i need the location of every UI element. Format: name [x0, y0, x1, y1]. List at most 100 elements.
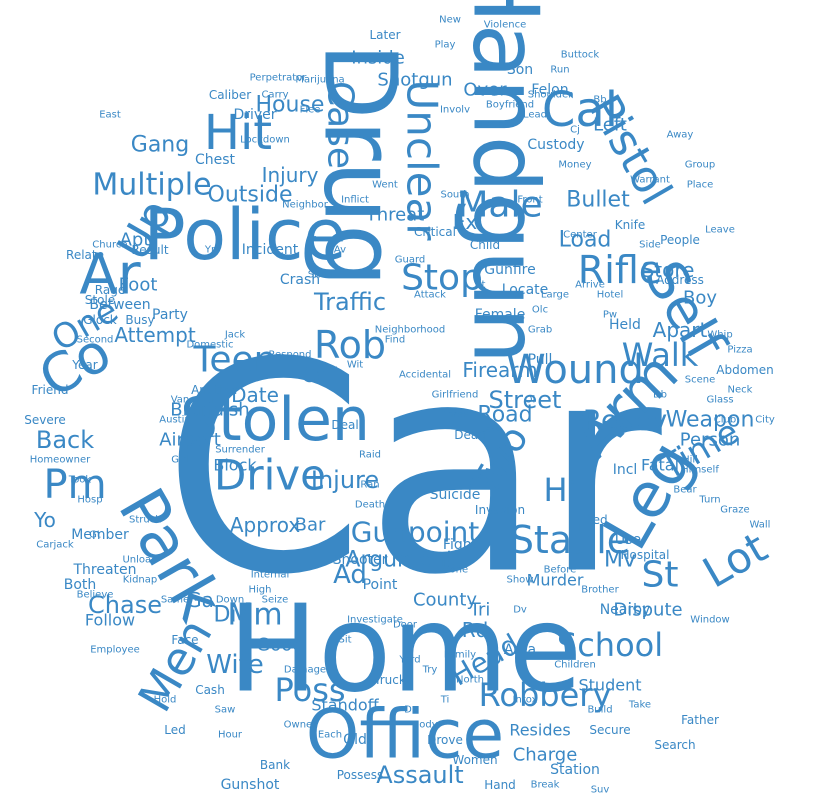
cloud-word-cal: Cal: [542, 82, 618, 138]
cloud-word-wit: Wit: [347, 360, 363, 371]
cloud-word-inside: Inside: [351, 48, 405, 69]
cloud-word-gang: Gang: [131, 133, 189, 158]
cloud-word-pm: Pm: [43, 462, 106, 508]
cloud-word-boy: Boy: [683, 288, 717, 309]
cloud-word-arrive: Arrive: [575, 280, 605, 291]
cloud-word-graze: Graze: [720, 505, 749, 516]
cloud-word-ol: Ol: [525, 395, 536, 406]
cloud-word-yo: Yo: [33, 508, 56, 532]
cloud-word-child: Child: [470, 238, 500, 252]
cloud-word-suicide: Suicide: [430, 487, 481, 503]
cloud-word-warrant: Warrant: [630, 175, 670, 186]
cloud-word-shoulder: Shoulder: [528, 90, 573, 101]
cloud-word-use: Use: [615, 532, 641, 548]
cloud-word-flee: Flee: [300, 105, 321, 116]
cloud-word-hand: Hand: [484, 778, 516, 792]
cloud-word-club: Club: [714, 415, 736, 426]
cloud-word-secure: Secure: [589, 723, 630, 737]
cloud-word-rage: Rage: [95, 283, 125, 297]
cloud-word-grab: Grab: [528, 325, 552, 336]
cloud-word-rob: Rob: [314, 323, 386, 367]
cloud-word-busy: Busy: [125, 313, 154, 327]
cloud-word-run: Run: [550, 65, 569, 76]
cloud-word-bear: Bear: [673, 485, 697, 496]
cloud-word-nearby: Nearby: [600, 602, 651, 618]
cloud-word-jack: Jack: [224, 330, 246, 341]
cloud-word-attack: Attack: [414, 290, 446, 301]
cloud-word-group: Group: [685, 160, 715, 171]
cloud-word-gone: Gone: [442, 565, 468, 576]
cloud-word-respond: Respond: [268, 350, 311, 361]
cloud-word-bb: Bb: [593, 95, 606, 106]
cloud-word-bank: Bank: [260, 758, 290, 772]
cloud-word-dead: Dead: [454, 428, 486, 442]
cloud-word-crash: Crash: [280, 272, 320, 288]
cloud-word-driver: Driver: [233, 107, 276, 123]
cloud-word-damage: Damage: [284, 665, 326, 676]
cloud-word-gunpoint: Gunpoint: [351, 516, 480, 549]
cloud-word-ex: Ex: [453, 210, 478, 234]
cloud-word-area: Area: [504, 642, 536, 658]
cloud-word-guard: Guard: [395, 255, 426, 266]
cloud-word-perpetrator: Perpetrator: [250, 73, 308, 84]
cloud-word-foot: Foot: [119, 275, 158, 296]
cloud-word-deal: Deal: [331, 418, 358, 432]
cloud-word-stable: Stable: [510, 518, 630, 562]
cloud-word-yard: Yard: [398, 655, 420, 666]
cloud-word-gunshot: Gunshot: [221, 777, 280, 793]
cloud-word-away: Away: [667, 130, 694, 141]
cloud-word-station: Station: [550, 762, 600, 778]
cloud-word-saw: Saw: [215, 705, 236, 716]
cloud-word-family: Family: [444, 650, 476, 661]
cloud-word-drove: Drove: [427, 733, 463, 747]
cloud-word-traffic: Traffic: [313, 288, 386, 316]
cloud-word-ti: Ti: [440, 695, 450, 706]
cloud-word-believe: Believe: [77, 590, 114, 601]
cloud-word-build: Build: [587, 705, 612, 716]
cloud-word-himself: Himself: [681, 465, 719, 476]
cloud-word-rt: Rt: [475, 280, 486, 291]
cloud-word-abdomen: Abdomen: [716, 363, 773, 377]
cloud-word-homeowner: Homeowner: [30, 455, 91, 466]
cloud-word-result: Result: [131, 243, 168, 257]
cloud-word-relate: Relate: [66, 248, 104, 262]
cloud-word-walk: Walk: [622, 336, 699, 374]
cloud-word-glass: Glass: [706, 395, 733, 406]
cloud-word-buttock: Buttock: [561, 50, 600, 61]
cloud-word-north: North: [456, 675, 484, 686]
cloud-word-austin: Austin: [159, 415, 190, 426]
cloud-word-wound: Wound: [506, 347, 644, 393]
cloud-word-shooter: Shooter: [333, 552, 388, 568]
cloud-word-date: Date: [231, 383, 279, 407]
cloud-word-unload: Unload: [122, 555, 157, 566]
cloud-word-male: Male: [457, 185, 542, 226]
cloud-word-employee: Employee: [90, 645, 140, 656]
cloud-word-assault: Assault: [376, 761, 463, 789]
cloud-word-investigate: Investigate: [347, 615, 403, 626]
cloud-word-money: Money: [558, 160, 591, 171]
cloud-word-struck: Struck: [129, 515, 161, 526]
cloud-word-pw: Pw: [603, 310, 617, 321]
cloud-word-handgun: Handgun: [453, 0, 558, 364]
cloud-word-window: Window: [690, 615, 729, 626]
cloud-word-robbery: Robbery: [479, 676, 612, 714]
cloud-word-rifle: Rifle: [578, 248, 662, 292]
cloud-word-second: Second: [77, 335, 114, 346]
cloud-word-large: Large: [541, 290, 569, 301]
cloud-word-children: Children: [554, 660, 596, 671]
cloud-word-airport: Airport: [159, 430, 221, 451]
cloud-word-injury: Injury: [262, 163, 319, 187]
cloud-word-carjack: Carjack: [36, 540, 74, 551]
cloud-word-rd: Rd: [462, 618, 489, 642]
cloud-word-old: Old: [343, 732, 367, 748]
cloud-word-west: West: [488, 315, 513, 326]
cloud-word-resides: Resides: [509, 721, 570, 740]
cloud-word-outside: Outside: [208, 183, 293, 208]
cloud-word-left: Left: [593, 115, 627, 136]
cloud-word-unclear: Unclear: [398, 80, 447, 242]
cloud-word-over: Over: [463, 80, 507, 101]
cloud-word-east: East: [99, 110, 121, 121]
cloud-word-take: Take: [628, 700, 651, 711]
cloud-word-attempt: Attempt: [114, 323, 195, 347]
cloud-word-pizza: Pizza: [727, 345, 752, 356]
